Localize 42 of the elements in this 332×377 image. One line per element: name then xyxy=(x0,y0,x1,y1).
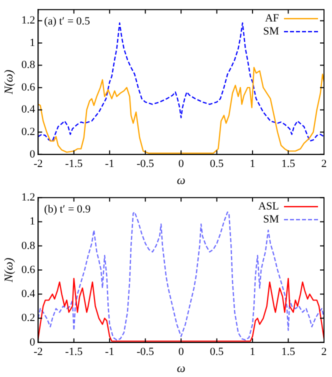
x-tick-label: -2 xyxy=(34,158,43,170)
y-tick-label: 0.4 xyxy=(21,288,36,300)
legend-label: AF xyxy=(264,12,279,24)
y-axis-title: N(ω) xyxy=(1,70,16,96)
y-tick-label: 1 xyxy=(30,36,36,49)
y-tick-label: 1.2 xyxy=(21,191,36,204)
x-tick-label: 0 xyxy=(178,158,184,170)
y-tick-label: 0.6 xyxy=(21,264,36,276)
x-tick-label: -1 xyxy=(105,158,114,170)
x-axis-title: ω xyxy=(176,172,186,187)
x-tick-label: -0.5 xyxy=(136,158,155,170)
x-tick-label: -2 xyxy=(34,346,43,358)
x-tick-label: 1.5 xyxy=(281,158,296,170)
x-tick-label: 1 xyxy=(250,346,256,358)
x-tick-label: 0 xyxy=(178,346,184,358)
y-tick-label: 0.6 xyxy=(21,81,36,94)
y-tick-label: 0 xyxy=(30,148,36,160)
x-tick-label: 0.5 xyxy=(210,346,224,358)
y-tick-label: 0.8 xyxy=(21,240,36,252)
y-tick-label: 1.2 xyxy=(21,14,36,27)
y-tick-label: 1 xyxy=(30,216,36,228)
x-tick-label: 1.5 xyxy=(281,346,296,358)
annotation: (a) t′ = 0.5 xyxy=(44,15,91,28)
x-axis-title: ω xyxy=(176,360,186,375)
y-tick-label: 0.4 xyxy=(21,104,36,116)
x-tick-label: 2 xyxy=(321,346,327,358)
y-tick-label: 0.2 xyxy=(21,312,36,324)
y-axis-title: N(ω) xyxy=(1,258,16,284)
x-tick-label: -1 xyxy=(105,346,114,358)
x-tick-label: 2 xyxy=(321,158,327,170)
x-tick-label: -1.5 xyxy=(65,346,84,358)
legend-label: SM xyxy=(263,25,280,38)
x-tick-label: -0.5 xyxy=(136,346,155,358)
x-tick-label: 1 xyxy=(250,158,256,170)
y-tick-label: 0 xyxy=(30,336,36,348)
legend-label: SM xyxy=(263,213,280,226)
x-tick-label: 0.5 xyxy=(210,158,224,170)
y-tick-label: 0.8 xyxy=(21,59,36,72)
x-tick-label: -1.5 xyxy=(65,158,84,170)
annotation: (b) t′ = 0.9 xyxy=(44,203,92,216)
y-tick-label: 0.2 xyxy=(21,126,36,138)
legend-label: ASL xyxy=(258,200,280,212)
